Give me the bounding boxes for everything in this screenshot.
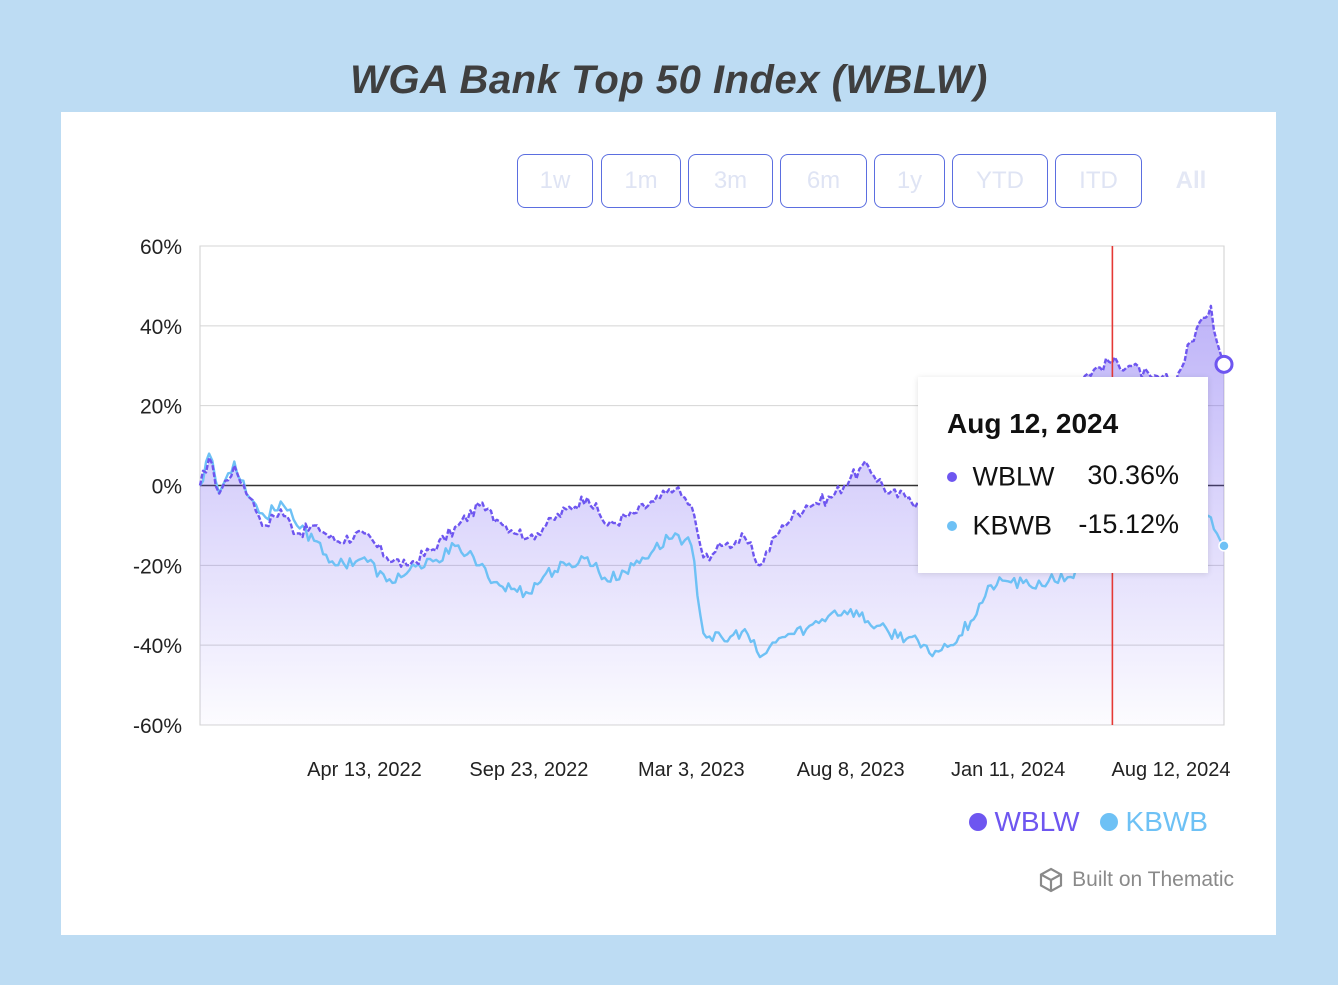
x-tick-label: Apr 13, 2022: [307, 759, 422, 781]
tooltip-series-name: KBWB: [972, 510, 1053, 541]
x-tick-label: Aug 12, 2024: [1112, 759, 1231, 781]
legend-item-kbwb[interactable]: KBWB: [1099, 806, 1208, 838]
x-tick-label: Sep 23, 2022: [469, 759, 588, 781]
credit-text: Built on Thematic: [1072, 868, 1234, 891]
tooltip-date: Aug 12, 2024: [947, 408, 1119, 439]
wblw-area: [200, 305, 1224, 725]
x-tick-label: Aug 8, 2023: [797, 759, 905, 781]
kbwb-marker: [1218, 540, 1230, 552]
range-button-1w[interactable]: 1w: [517, 154, 593, 208]
legend-label: KBWB: [1125, 806, 1208, 837]
legend: WBLW KBWB: [968, 806, 1208, 838]
y-tick-label: 0%: [152, 476, 182, 499]
tooltip-row-kbwb: KBWB -15.12%: [947, 509, 1179, 541]
range-button-6m[interactable]: 6m: [780, 154, 867, 208]
page-title: WGA Bank Top 50 Index (WBLW): [350, 58, 988, 102]
credit[interactable]: Built on Thematic: [1038, 867, 1234, 893]
line-chart[interactable]: 60% 40% 20% 0% -20% -40% -60% Apr 13, 2022 Sep …: [61, 112, 1276, 812]
tooltip-series-value: -15.12%: [1078, 509, 1179, 539]
range-button-all[interactable]: All: [1161, 154, 1221, 208]
y-tick-label: -60%: [133, 715, 182, 738]
wblw-marker: [1214, 354, 1234, 374]
tooltip-row-wblw: WBLW 30.36%: [947, 460, 1179, 492]
y-tick-label: 60%: [140, 236, 182, 259]
x-tick-label: Jan 11, 2024: [951, 759, 1065, 781]
legend-item-wblw[interactable]: WBLW: [968, 806, 1080, 838]
y-tick-label: -20%: [133, 555, 182, 578]
legend-dot-icon: [1099, 813, 1118, 831]
chart-card: 1w 1m 3m 6m 1y YTD ITD All 60% 40% 20% 0% -2…: [61, 112, 1276, 935]
tooltip-series-value: 30.36%: [1087, 460, 1179, 490]
tooltip: Aug 12, 2024 WBLW 30.36% KBWB -15.12%: [918, 377, 1208, 573]
range-button-ytd[interactable]: YTD: [952, 154, 1048, 208]
kbwb-dot-icon: [947, 520, 957, 531]
thematic-logo-icon: [1040, 867, 1063, 893]
y-tick-label: 40%: [140, 316, 182, 339]
tooltip-series-name: WBLW: [972, 461, 1055, 492]
legend-dot-icon: [968, 813, 987, 831]
range-button-itd[interactable]: ITD: [1055, 154, 1142, 208]
legend-label: WBLW: [994, 806, 1080, 837]
series-line-kbwb: [199, 452, 1225, 659]
wblw-dot-icon: [947, 471, 957, 482]
y-tick-label: -40%: [133, 635, 182, 658]
x-tick-label: Mar 3, 2023: [638, 759, 745, 781]
range-button-1m[interactable]: 1m: [601, 154, 681, 208]
range-button-3m[interactable]: 3m: [688, 154, 773, 208]
y-tick-label: 20%: [140, 396, 182, 419]
range-button-1y[interactable]: 1y: [874, 154, 945, 208]
